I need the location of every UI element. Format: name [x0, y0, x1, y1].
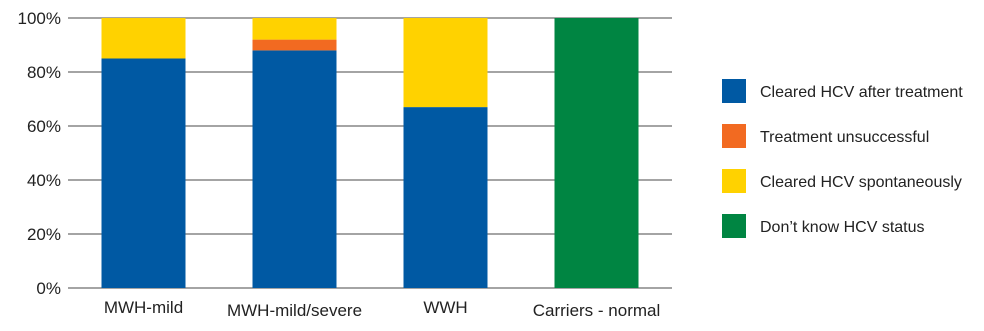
x-category-label: Carriers - normal [533, 301, 661, 320]
legend: Cleared HCV after treatment Treatment uns… [722, 79, 963, 238]
y-tick-label: 60% [27, 117, 61, 136]
legend-label: Treatment unsuccessful [760, 129, 929, 146]
bar-mwh-mild-cleared-hcv-after-treatment [101, 58, 186, 288]
y-tick-label: 80% [27, 63, 61, 82]
x-category-label: MWH-mild/severe [227, 301, 362, 320]
bar-mwh-mild-severe-cleared-hcv-spontaneously [252, 18, 337, 40]
x-category-label: WWH [423, 298, 467, 317]
legend-label: Don’t know HCV status [760, 219, 925, 236]
legend-swatch-cleared-hcv-spontaneously [722, 169, 746, 193]
bar-wwh-cleared-hcv-spontaneously [403, 18, 488, 108]
legend-swatch-don-t-know-hcv-status [722, 214, 746, 238]
bar-mwh-mild-severe-treatment-unsuccessful [252, 39, 337, 51]
y-tick-label: 100% [18, 9, 61, 28]
x-axis-labels: MWH-mild MWH-mild/severe WWH Carriers - nor… [104, 298, 660, 320]
legend-swatch-cleared-hcv-after-treatment [722, 79, 746, 103]
y-tick-label: 0% [36, 279, 61, 298]
bar-mwh-mild-severe-cleared-hcv-after-treatment [252, 50, 337, 289]
legend-label: Cleared HCV spontaneously [760, 174, 962, 191]
x-category-label: MWH-mild [104, 298, 183, 317]
y-tick-label: 40% [27, 171, 61, 190]
legend-label: Cleared HCV after treatment [760, 84, 963, 101]
bar-carriers-normal-don-t-know-hcv-status [554, 18, 639, 288]
bar-mwh-mild-cleared-hcv-spontaneously [101, 18, 186, 59]
bar-wwh-cleared-hcv-after-treatment [403, 107, 488, 288]
bars [101, 18, 639, 289]
y-tick-label: 20% [27, 225, 61, 244]
legend-swatch-treatment-unsuccessful [722, 124, 746, 148]
y-axis-ticks: 0% 20% 40% 60% 80% 100% [18, 9, 61, 298]
